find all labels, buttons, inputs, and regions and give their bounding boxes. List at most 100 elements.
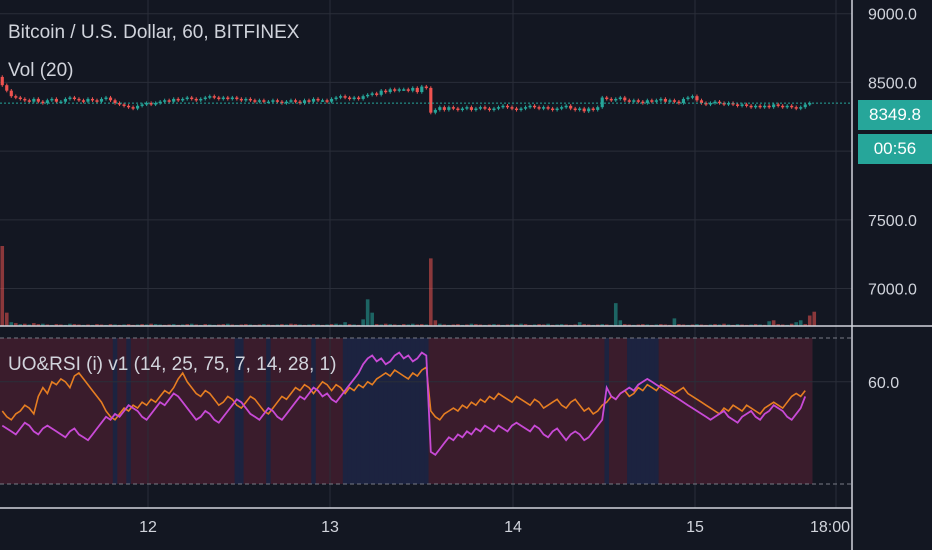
volume-bar (370, 312, 374, 326)
volume-bar (41, 323, 45, 326)
volume-bar (289, 323, 293, 326)
volume-bar (379, 324, 383, 326)
volume-bar (54, 324, 59, 326)
candle-body (632, 100, 636, 102)
volume-bar (690, 324, 695, 326)
candle-body (645, 100, 649, 104)
candle-body (713, 101, 717, 104)
candle-body (325, 100, 329, 102)
volume-bar (812, 311, 817, 326)
volume-bar (221, 324, 226, 326)
indicator-band (90, 338, 96, 484)
candle-body (379, 90, 383, 95)
volume-bar (717, 324, 722, 326)
volume-bar (135, 324, 140, 326)
indicator-band (640, 338, 646, 484)
candle-body (208, 96, 212, 98)
volume-bar (794, 322, 799, 326)
indicator-band (636, 338, 642, 484)
indicator-band (144, 338, 150, 484)
indicator-band (85, 338, 91, 484)
volume-bar (505, 324, 510, 326)
indicator-band (532, 338, 538, 484)
candle-body (352, 97, 356, 100)
candle-body (329, 98, 334, 102)
volume-bar (659, 324, 663, 326)
candle-body (32, 98, 36, 102)
candle-body (357, 97, 361, 100)
indicator-band (730, 338, 736, 484)
candle-body (537, 107, 541, 109)
candle-body (59, 101, 63, 104)
indicator-band (509, 338, 515, 484)
indicator-band (171, 338, 177, 484)
volume-bar (77, 324, 81, 326)
indicator-band (690, 338, 696, 484)
indicator-band (442, 338, 448, 484)
candle-body (456, 108, 460, 111)
indicator-band (784, 338, 790, 484)
volume-bar (798, 320, 803, 326)
indicator-band (793, 338, 799, 484)
indicator-band (284, 338, 290, 484)
indicator-band (451, 338, 457, 484)
candle-body (469, 107, 473, 110)
candle-body (609, 98, 613, 101)
volume-bar (622, 324, 627, 326)
candle-body (99, 98, 104, 102)
indicator-band (306, 338, 312, 484)
candle-body (158, 101, 162, 104)
candle-body (654, 100, 658, 102)
candle-body (501, 105, 505, 108)
volume-bar (149, 323, 153, 326)
candlesticks (0, 75, 812, 115)
candle-body (402, 89, 406, 91)
indicator-band (230, 338, 236, 484)
indicator-band (315, 338, 321, 484)
volume-bar (663, 324, 668, 326)
indicator-band (460, 338, 466, 484)
indicator-band (775, 338, 781, 484)
volume-bar (604, 324, 609, 326)
volume-bar (392, 324, 397, 326)
candle-body (731, 103, 735, 105)
candle-body (704, 103, 708, 105)
indicator-band (347, 338, 353, 484)
candle-body (735, 104, 740, 106)
candle-body (113, 100, 117, 104)
volume-bar (681, 324, 686, 326)
volume-bar (564, 324, 568, 326)
price-tick-label: 7500.0 (868, 213, 917, 230)
candle-body (433, 109, 437, 113)
candle-body (578, 108, 582, 111)
indicator-band (148, 338, 154, 484)
candle-body (244, 98, 248, 101)
volume-bar (577, 322, 582, 326)
candle-body (36, 98, 40, 102)
volume-bar (27, 324, 32, 326)
volume-bar (713, 324, 717, 326)
candle-body (600, 97, 604, 108)
volume-bar (645, 324, 650, 326)
volume-bar (4, 312, 9, 326)
candle-body (699, 100, 704, 104)
candle-body (226, 97, 230, 100)
indicator-tick-label: 60.0 (868, 375, 899, 392)
indicator-band (216, 338, 222, 484)
indicator-band (175, 338, 181, 484)
volume-bar (537, 324, 541, 326)
candle-body (573, 108, 577, 111)
indicator-band (94, 338, 100, 484)
candle-body (262, 100, 266, 102)
candle-body (596, 107, 600, 110)
candle-body (95, 100, 99, 102)
volume-bar (334, 323, 338, 326)
volume-bar (307, 324, 311, 326)
indicator-band (577, 338, 583, 484)
indicator-band (685, 338, 691, 484)
indicator-band (550, 338, 556, 484)
volume-bar (36, 324, 41, 326)
candle-body (23, 98, 27, 101)
volume-bar (487, 324, 492, 326)
